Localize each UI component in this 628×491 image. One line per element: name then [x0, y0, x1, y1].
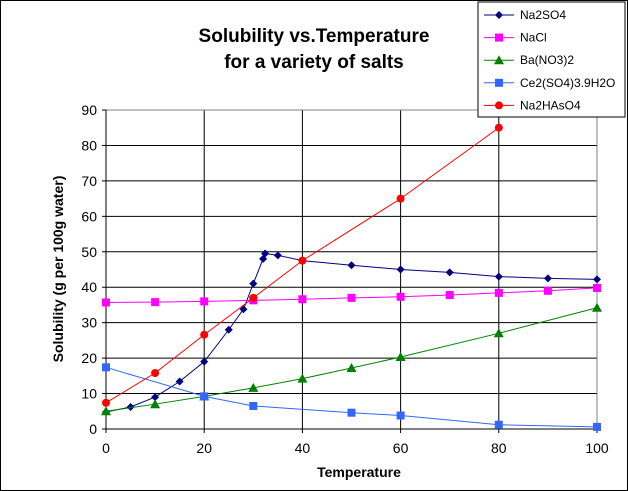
data-point [593, 283, 601, 292]
data-point [126, 403, 135, 412]
data-point [396, 265, 405, 274]
data-point [396, 411, 405, 420]
legend-marker [495, 33, 503, 42]
y-tick-label: 30 [81, 315, 97, 331]
x-tick-label: 60 [393, 440, 409, 456]
data-point [445, 268, 454, 277]
data-point [298, 256, 307, 265]
data-point [101, 406, 111, 416]
legend-item: Na2HAsO4 [484, 98, 581, 112]
data-point [102, 363, 110, 372]
x-tick-label: 100 [585, 440, 609, 456]
data-point [151, 368, 160, 377]
data-point [346, 363, 357, 373]
data-point [593, 275, 601, 284]
data-point [200, 297, 209, 306]
data-point [396, 194, 405, 203]
legend-marker [495, 78, 503, 87]
data-point [543, 274, 552, 283]
legend-box [477, 1, 626, 118]
data-point [200, 392, 209, 401]
data-point [347, 293, 356, 302]
legend-item: Ba(NO3)2 [484, 53, 574, 67]
legend-marker [494, 55, 504, 65]
legend-label: Ba(NO3)2 [520, 53, 574, 67]
legend-marker [495, 101, 503, 110]
y-tick-label: 0 [89, 421, 97, 437]
y-tick-label: 90 [81, 102, 97, 118]
y-tick-label: 50 [81, 244, 97, 260]
legend-label: Na2HAsO4 [520, 98, 581, 112]
data-point [102, 298, 110, 307]
plot-area [106, 110, 597, 429]
series-layer [101, 123, 602, 431]
data-point [261, 249, 270, 258]
data-point [102, 398, 110, 407]
y-tick-label: 20 [81, 350, 97, 366]
x-axis-label: Temperature [317, 464, 401, 480]
data-point [224, 325, 233, 334]
y-axis-label: Solubility (g per 100g water) [50, 176, 66, 363]
legend-marker [495, 11, 503, 19]
y-tick-label: 40 [81, 279, 97, 295]
y-tick-label: 80 [81, 137, 97, 153]
x-tick-label: 80 [491, 440, 507, 456]
data-point [494, 288, 503, 297]
data-point [494, 420, 503, 429]
data-point [298, 295, 307, 304]
data-point [297, 373, 308, 383]
data-point [494, 123, 503, 132]
legend-label: NaCl [520, 31, 547, 45]
data-point [543, 286, 552, 295]
data-point [273, 251, 282, 260]
y-tick-label: 70 [81, 173, 97, 189]
data-point [248, 382, 259, 392]
legend-label: Na2SO4 [520, 8, 566, 22]
legend: Na2SO4 NaCl Ba(NO3)2 Ce2(SO4)3.9H2O Na2HAsO4 [477, 1, 626, 118]
data-point [151, 298, 160, 307]
data-point [445, 291, 454, 300]
data-point [395, 352, 406, 362]
y-tick-label: 60 [81, 208, 97, 224]
chart-title-line-2: for a variety of salts [224, 52, 404, 73]
data-point [347, 261, 356, 270]
data-point [175, 377, 184, 386]
data-point [200, 330, 209, 339]
ticks-layer: 0 10 20 30 40 50 60 70 80 90 0 20 40 60 80 100 [81, 102, 608, 456]
data-point [249, 293, 258, 302]
x-tick-label: 40 [295, 440, 311, 456]
legend-item: Na2SO4 [484, 8, 566, 22]
legend-item: NaCl [484, 31, 547, 45]
chart-title-line-1: Solubility vs.Temperature [199, 26, 430, 47]
data-point [249, 279, 258, 288]
data-point [493, 328, 504, 338]
data-point [347, 408, 356, 417]
legend-label: Ce2(SO4)3.9H2O [520, 76, 615, 90]
data-point [249, 401, 258, 410]
x-tick-label: 0 [102, 440, 110, 456]
data-point [200, 357, 209, 366]
series-4 [102, 123, 503, 407]
y-tick-label: 10 [81, 386, 97, 402]
data-point [494, 272, 503, 281]
x-tick-label: 20 [196, 440, 212, 456]
series-2 [101, 302, 602, 416]
series-0 [102, 249, 601, 416]
data-point [151, 393, 160, 402]
data-point [396, 292, 405, 301]
legend-item: Ce2(SO4)3.9H2O [484, 76, 615, 90]
series-3 [102, 363, 601, 431]
data-point [593, 422, 601, 431]
data-point [150, 399, 161, 409]
data-point [592, 302, 602, 312]
